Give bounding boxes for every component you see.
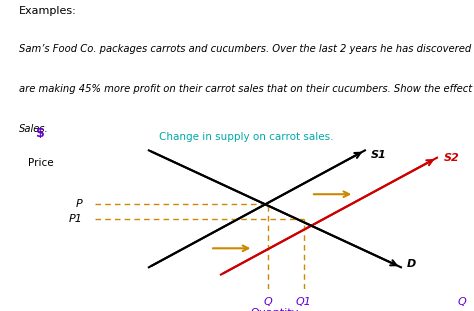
Text: Price: Price: [28, 158, 54, 168]
Text: Quantity: Quantity: [251, 308, 299, 311]
Text: P1: P1: [68, 214, 82, 224]
Text: D: D: [406, 259, 416, 269]
Text: P: P: [75, 199, 82, 209]
Text: Sales.: Sales.: [19, 124, 48, 134]
Text: are making 45% more profit on their carrot sales that on their cucumbers. Show t: are making 45% more profit on their carr…: [19, 84, 474, 94]
Text: Sam’s Food Co. packages carrots and cucumbers. Over the last 2 years he has disc: Sam’s Food Co. packages carrots and cucu…: [19, 44, 474, 54]
Text: Examples:: Examples:: [19, 6, 76, 16]
Text: Q1: Q1: [296, 297, 312, 307]
Text: S2: S2: [444, 153, 460, 163]
Text: Change in supply on carrot sales.: Change in supply on carrot sales.: [159, 132, 334, 142]
Text: Q: Q: [264, 297, 272, 307]
Text: $: $: [36, 127, 45, 140]
Text: Q: Q: [458, 297, 466, 307]
Text: S1: S1: [370, 150, 386, 160]
